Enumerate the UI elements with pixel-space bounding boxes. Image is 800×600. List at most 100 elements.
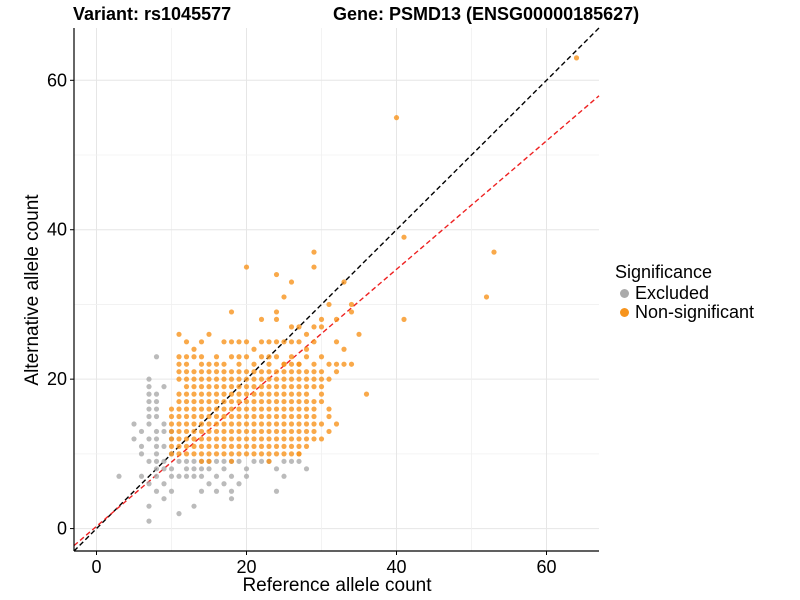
point: [213, 488, 220, 494]
point: [176, 443, 182, 449]
point: [251, 391, 257, 397]
point: [288, 451, 295, 457]
point: [228, 376, 235, 382]
point: [288, 413, 295, 420]
point: [236, 436, 242, 442]
point: [333, 339, 340, 345]
point: [281, 413, 287, 420]
gene-title: Gene: PSMD13 (ENSG00000185627): [333, 4, 640, 24]
point: [206, 451, 212, 457]
point: [161, 496, 167, 502]
point: [318, 384, 325, 390]
point: [153, 406, 160, 412]
point: [303, 384, 310, 390]
point: [258, 369, 265, 375]
legend-dot-non-significant: [620, 308, 629, 317]
point: [243, 413, 250, 420]
point: [183, 354, 190, 360]
series-non-significant: [168, 55, 580, 464]
point: [198, 384, 205, 390]
point: [213, 443, 220, 449]
point: [341, 346, 347, 352]
point: [146, 384, 152, 390]
point: [288, 398, 295, 405]
reference-line-identity: [73, 27, 600, 552]
point: [191, 466, 197, 472]
point: [273, 384, 280, 390]
point: [573, 55, 580, 61]
point: [266, 421, 272, 427]
point: [296, 451, 302, 457]
point: [243, 466, 250, 472]
point: [258, 451, 265, 457]
point: [138, 443, 145, 449]
point: [326, 413, 332, 420]
point: [288, 428, 295, 435]
point: [251, 406, 257, 412]
point: [318, 398, 325, 405]
point: [206, 458, 212, 464]
point: [146, 391, 152, 397]
point: [288, 391, 295, 397]
point: [251, 369, 257, 375]
point: [266, 339, 272, 345]
point: [228, 384, 235, 390]
point: [221, 413, 227, 420]
legend-item-non-significant: Non-significant: [615, 302, 754, 322]
point: [198, 406, 205, 412]
point: [303, 376, 310, 382]
point: [236, 421, 242, 427]
point: [356, 331, 362, 337]
data-points: [116, 55, 580, 524]
point: [221, 443, 227, 449]
point: [198, 421, 205, 427]
point: [258, 391, 265, 397]
point: [296, 376, 302, 382]
y-axis-title: Alternative allele count: [22, 194, 43, 386]
point: [251, 421, 257, 427]
point: [213, 436, 220, 442]
point: [176, 451, 182, 457]
point: [183, 384, 190, 390]
point: [161, 421, 167, 427]
point: [318, 376, 325, 382]
point: [363, 391, 370, 397]
point: [213, 406, 220, 412]
point: [273, 406, 280, 412]
point: [146, 481, 152, 487]
point: [191, 428, 197, 435]
point: [221, 436, 227, 442]
point: [213, 473, 220, 479]
legend-dot-excluded: [620, 289, 629, 298]
point: [266, 354, 272, 360]
point: [251, 428, 257, 435]
point: [273, 398, 280, 405]
point: [191, 458, 197, 464]
point: [221, 421, 227, 427]
point: [146, 413, 152, 420]
point: [153, 473, 160, 479]
point: [296, 436, 302, 442]
point: [161, 481, 167, 487]
point: [311, 406, 317, 412]
point: [131, 436, 137, 442]
point: [206, 361, 212, 367]
point: [303, 406, 310, 412]
point: [243, 398, 250, 405]
point: [273, 451, 280, 457]
legend-title: Significance: [615, 262, 713, 282]
point: [183, 428, 190, 435]
point: [303, 466, 310, 472]
point: [191, 406, 197, 412]
point: [303, 369, 310, 375]
point: [341, 361, 347, 367]
point: [131, 421, 137, 427]
point: [401, 234, 407, 240]
point: [191, 503, 197, 509]
point: [213, 428, 220, 435]
point: [146, 406, 152, 412]
point: [348, 361, 355, 367]
point: [161, 443, 167, 449]
point: [266, 391, 272, 397]
point: [176, 354, 182, 360]
